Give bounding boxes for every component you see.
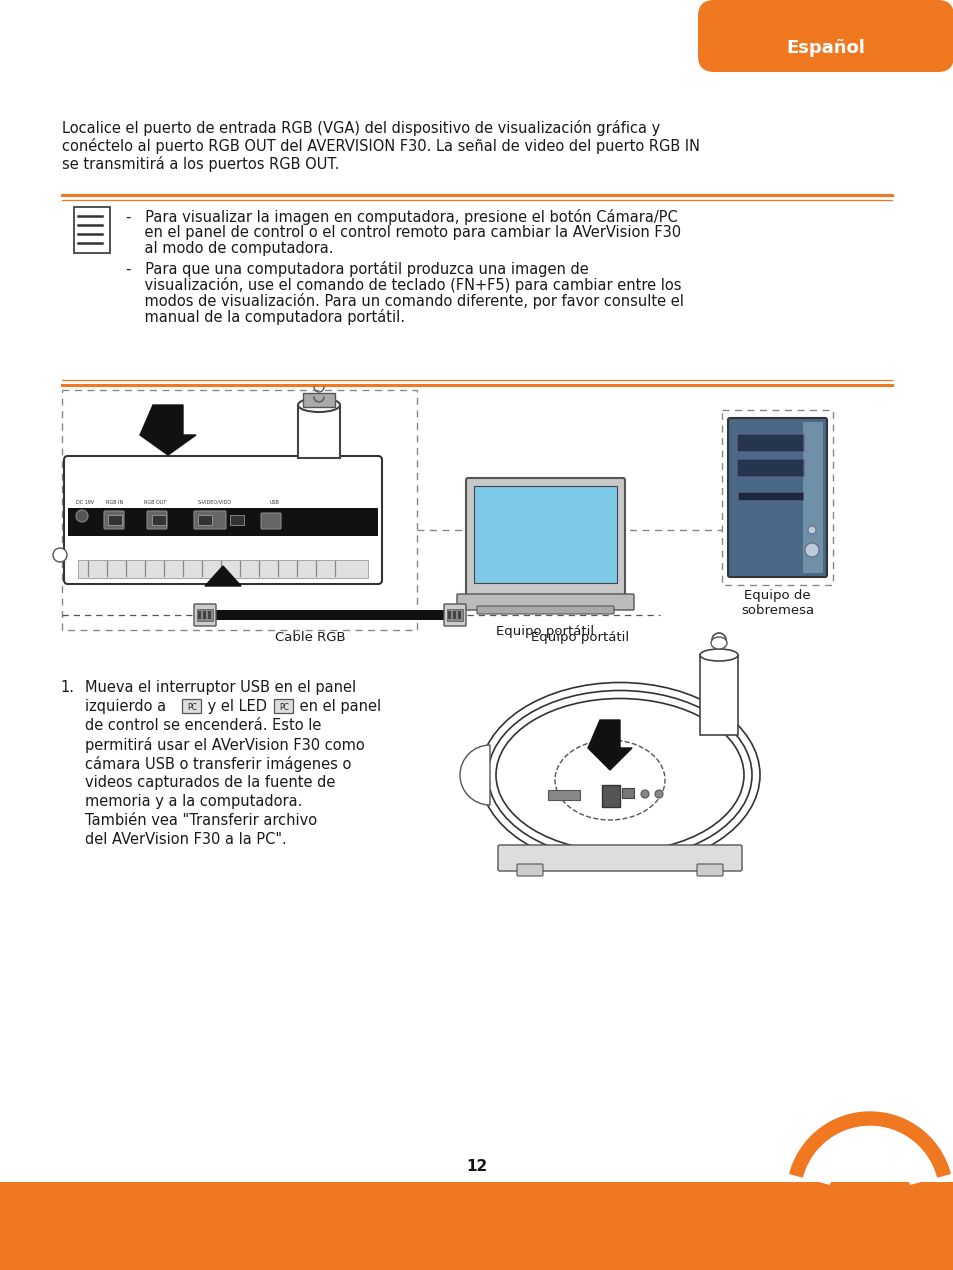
FancyBboxPatch shape: [497, 845, 741, 871]
Bar: [601, 785, 619, 806]
FancyBboxPatch shape: [193, 605, 215, 626]
FancyBboxPatch shape: [147, 511, 167, 530]
Text: de control se encenderá. Esto le: de control se encenderá. Esto le: [85, 718, 321, 733]
Bar: [203, 611, 206, 618]
Bar: [0, 1182, 953, 1270]
Bar: [108, 516, 122, 525]
Bar: [547, 790, 579, 800]
FancyBboxPatch shape: [517, 864, 542, 876]
Polygon shape: [140, 405, 195, 455]
Bar: [198, 611, 201, 618]
Text: Equipo de
sobremesa: Equipo de sobremesa: [740, 589, 813, 617]
Circle shape: [76, 511, 88, 522]
Text: en el panel de control o el control remoto para cambiar la AVerVision F30: en el panel de control o el control remo…: [126, 225, 680, 240]
Text: USB: USB: [270, 500, 280, 505]
Text: RGB OUT: RGB OUT: [144, 500, 166, 505]
FancyBboxPatch shape: [456, 594, 634, 610]
Bar: [78, 560, 368, 578]
Bar: [62, 390, 416, 630]
Text: RGB IN: RGB IN: [107, 500, 124, 505]
Text: 12: 12: [466, 1160, 487, 1173]
Bar: [453, 611, 456, 618]
Text: 1.: 1.: [60, 679, 74, 695]
Circle shape: [640, 790, 648, 798]
Text: modos de visualización. Para un comando diferente, por favor consulte el: modos de visualización. Para un comando …: [126, 293, 683, 309]
Bar: [152, 516, 166, 525]
FancyBboxPatch shape: [74, 207, 110, 253]
Text: También vea "Transferir archivo: También vea "Transferir archivo: [85, 813, 316, 828]
Circle shape: [655, 790, 662, 798]
Text: cámara USB o transferir imágenes o: cámara USB o transferir imágenes o: [85, 756, 351, 772]
Text: visualización, use el comando de teclado (FN+F5) para cambiar entre los: visualización, use el comando de teclado…: [126, 277, 680, 293]
Bar: [700, 655, 738, 735]
Circle shape: [807, 526, 815, 533]
Polygon shape: [759, 1080, 953, 1173]
Bar: [621, 787, 634, 798]
Bar: [198, 516, 212, 525]
Text: DC 19V: DC 19V: [76, 500, 94, 505]
Bar: [196, 610, 213, 621]
Text: del AVerVision F30 a la PC".: del AVerVision F30 a la PC".: [85, 832, 287, 847]
FancyBboxPatch shape: [104, 511, 124, 530]
Text: y el LED: y el LED: [203, 698, 272, 714]
Bar: [802, 422, 822, 573]
Polygon shape: [803, 1126, 935, 1184]
FancyBboxPatch shape: [727, 418, 826, 577]
FancyBboxPatch shape: [737, 458, 803, 478]
Bar: [447, 610, 462, 621]
FancyBboxPatch shape: [737, 434, 803, 452]
Text: Español: Español: [785, 39, 864, 57]
Bar: [210, 610, 450, 620]
Text: -   Para que una computadora portátil produzca una imagen de: - Para que una computadora portátil prod…: [126, 262, 588, 277]
FancyBboxPatch shape: [261, 513, 281, 530]
Text: manual de la computadora portátil.: manual de la computadora portátil.: [126, 309, 405, 325]
Bar: [474, 486, 617, 583]
Circle shape: [804, 544, 818, 558]
Bar: [448, 611, 451, 618]
Text: Mueva el interruptor USB en el panel: Mueva el interruptor USB en el panel: [85, 679, 355, 695]
Bar: [208, 611, 211, 618]
Bar: [68, 508, 377, 536]
Bar: [230, 516, 244, 525]
Text: izquierdo a: izquierdo a: [85, 698, 171, 714]
FancyBboxPatch shape: [697, 864, 722, 876]
Text: permitirá usar el AVerVision F30 como: permitirá usar el AVerVision F30 como: [85, 737, 364, 753]
FancyBboxPatch shape: [193, 511, 226, 530]
Bar: [297, 405, 339, 458]
Polygon shape: [205, 566, 241, 585]
FancyBboxPatch shape: [698, 0, 953, 72]
Text: memoria y a la computadora.: memoria y a la computadora.: [85, 794, 302, 809]
Circle shape: [53, 547, 67, 563]
FancyBboxPatch shape: [64, 456, 381, 584]
Ellipse shape: [700, 649, 738, 660]
FancyBboxPatch shape: [465, 478, 624, 597]
Text: conéctelo al puerto RGB OUT del AVERVISION F30. La señal de video del puerto RGB: conéctelo al puerto RGB OUT del AVERVISI…: [62, 138, 700, 154]
Bar: [721, 410, 832, 585]
Text: Localice el puerto de entrada RGB (VGA) del dispositivo de visualización gráfica: Localice el puerto de entrada RGB (VGA) …: [62, 119, 659, 136]
Text: en el panel: en el panel: [294, 698, 381, 714]
Bar: [738, 491, 802, 500]
Polygon shape: [587, 720, 631, 770]
FancyBboxPatch shape: [274, 700, 294, 714]
Wedge shape: [459, 745, 490, 805]
Text: Cable RGB: Cable RGB: [274, 631, 345, 644]
FancyBboxPatch shape: [182, 700, 201, 714]
Text: Equipo portátil: Equipo portátil: [496, 625, 594, 638]
Polygon shape: [208, 568, 237, 584]
Text: se transmitirá a los puertos RGB OUT.: se transmitirá a los puertos RGB OUT.: [62, 156, 339, 171]
Text: -   Para visualizar la imagen en computadora, presione el botón Cámara/PC: - Para visualizar la imagen en computado…: [126, 210, 677, 225]
Text: al modo de computadora.: al modo de computadora.: [126, 241, 334, 257]
FancyBboxPatch shape: [476, 606, 614, 613]
Ellipse shape: [297, 398, 339, 411]
Bar: [303, 392, 335, 406]
Polygon shape: [789, 1113, 949, 1177]
Bar: [457, 611, 460, 618]
Text: videos capturados de la fuente de: videos capturados de la fuente de: [85, 775, 335, 790]
Text: PC: PC: [279, 702, 289, 711]
Text: PC: PC: [187, 702, 196, 711]
Text: Equipo portátil: Equipo portátil: [531, 631, 628, 644]
Text: S-VIDEO/VIDO: S-VIDEO/VIDO: [197, 500, 232, 505]
FancyBboxPatch shape: [443, 605, 465, 626]
Ellipse shape: [710, 638, 726, 649]
